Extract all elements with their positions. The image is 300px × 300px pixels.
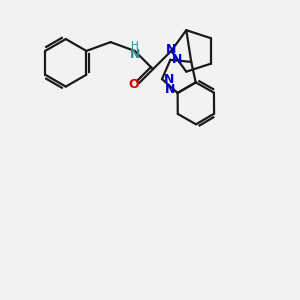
Text: N: N: [164, 82, 175, 95]
Text: O: O: [129, 78, 140, 91]
Text: N: N: [130, 48, 140, 62]
Text: N: N: [164, 73, 174, 85]
Text: H: H: [131, 41, 139, 51]
Text: N: N: [166, 44, 176, 56]
Text: N: N: [172, 53, 182, 66]
